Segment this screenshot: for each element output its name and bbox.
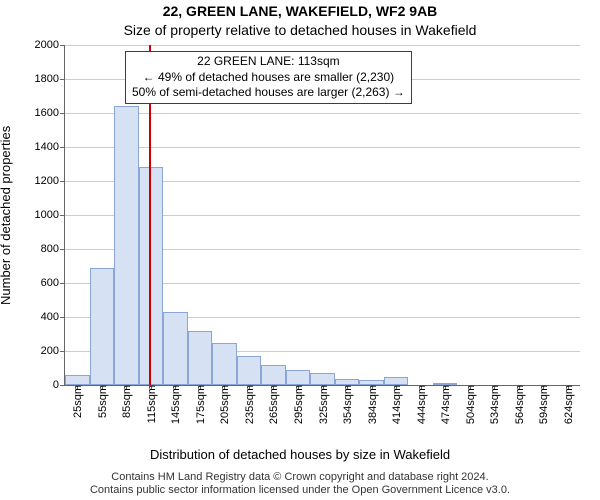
x-tick-label: 25sqm [70,385,84,418]
x-tick-label: 594sqm [536,385,550,424]
annotation-line: ← 49% of detached houses are smaller (2,… [132,70,405,86]
x-tick-label: 504sqm [463,385,477,424]
histogram-bar [90,268,115,385]
footer-line1: Contains HM Land Registry data © Crown c… [111,471,488,483]
x-tick-label: 265sqm [266,385,280,424]
x-tick-label: 444sqm [414,385,428,424]
histogram-bar [384,377,409,386]
gridline [65,147,580,148]
histogram-bar [65,375,90,385]
histogram-bar [114,106,139,385]
histogram-bar [237,356,262,385]
gridline [65,113,580,114]
x-tick-label: 354sqm [340,385,354,424]
x-tick-label: 534sqm [487,385,501,424]
y-tick-label: 800 [41,243,65,255]
y-axis-label: Number of detached properties [0,125,13,304]
y-tick-label: 1600 [35,107,65,119]
x-tick-label: 145sqm [168,385,182,424]
x-tick-label: 474sqm [438,385,452,424]
y-tick-label: 2000 [35,39,65,51]
x-tick-label: 384sqm [365,385,379,424]
x-tick-label: 55sqm [95,385,109,418]
footer: Contains HM Land Registry data © Crown c… [0,471,600,499]
x-tick-label: 564sqm [512,385,526,424]
histogram-bar [310,373,335,385]
y-tick-label: 0 [53,379,65,391]
histogram-plot: 020040060080010001200140016001800200025s… [64,45,580,386]
x-tick-label: 325sqm [316,385,330,424]
histogram-bar [286,370,311,385]
x-tick-label: 85sqm [119,385,133,418]
x-axis-label: Distribution of detached houses by size … [0,447,600,462]
y-tick-label: 1200 [35,175,65,187]
x-tick-label: 115sqm [144,385,158,423]
x-tick-label: 414sqm [389,385,403,424]
histogram-bar [188,331,213,385]
gridline [65,45,580,46]
page-title-line2: Size of property relative to detached ho… [0,22,600,38]
y-tick-label: 1000 [35,209,65,221]
y-tick-label: 1400 [35,141,65,153]
footer-line2: Contains public sector information licen… [90,484,510,496]
annotation-line: 50% of semi-detached houses are larger (… [132,85,405,101]
annotation-box: 22 GREEN LANE: 113sqm← 49% of detached h… [125,51,412,104]
x-tick-label: 205sqm [217,385,231,424]
y-tick-label: 200 [41,345,65,357]
x-tick-label: 235sqm [242,385,256,424]
x-tick-label: 295sqm [291,385,305,424]
y-tick-label: 400 [41,311,65,323]
histogram-bar [212,343,237,386]
histogram-bar [163,312,188,385]
x-tick-label: 175sqm [193,385,207,424]
annotation-line: 22 GREEN LANE: 113sqm [132,54,405,70]
y-tick-label: 1800 [35,73,65,85]
x-tick-label: 624sqm [561,385,575,424]
y-tick-label: 600 [41,277,65,289]
page-title-line1: 22, GREEN LANE, WAKEFIELD, WF2 9AB [0,3,600,19]
histogram-bar [261,365,286,385]
